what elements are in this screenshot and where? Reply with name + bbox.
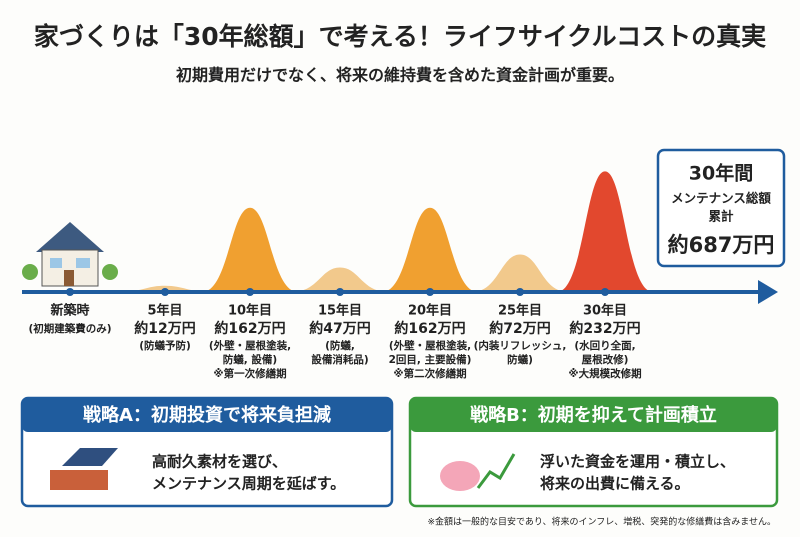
- milestone-year: 15年目: [318, 303, 362, 319]
- milestone-note: 屋根改修): [582, 353, 629, 366]
- total-line: メンテナンス総額: [671, 191, 771, 206]
- cost-peak: [382, 207, 478, 292]
- strategy-title: 戦略A：初期投資で将来負担減: [83, 404, 331, 426]
- strategy-line: 浮いた資金を運用・積立し、: [540, 453, 735, 471]
- title: 家づくりは「30年総額」で考える！ライフサイクルコストの真実: [34, 22, 766, 51]
- cost-peak: [202, 207, 298, 292]
- milestone-cost: 約12万円: [134, 320, 195, 337]
- cost-peak: [292, 267, 388, 292]
- subtitle: 初期費用だけでなく、将来の維持費を含めた資金計画が重要。: [176, 66, 624, 85]
- milestone-note: ※第一次修繕期: [213, 367, 286, 380]
- strategy-line: メンテナンス周期を延ばす。: [152, 475, 345, 493]
- milestone-year: 20年目: [408, 303, 452, 319]
- solar-icon: [62, 448, 118, 466]
- milestone-note: 設備消耗品): [311, 353, 368, 366]
- strategy-header: [410, 398, 777, 432]
- milestone-note: (防蟻予防): [139, 339, 191, 352]
- total-heading: 30年間: [689, 162, 753, 185]
- milestone-cost: 約232万円: [569, 320, 640, 337]
- milestone-year: 新築時: [50, 303, 89, 319]
- strategy-icon: [50, 448, 118, 490]
- milestone-year: 5年目: [147, 303, 182, 319]
- house-icon: [22, 222, 118, 287]
- milestone-year: 25年目: [498, 303, 542, 319]
- strategy-header: [22, 398, 392, 432]
- milestone-note: (外壁・屋根塗装,: [209, 339, 291, 352]
- milestone-note: 2回目, 主要設備): [389, 353, 472, 366]
- milestone-note: (初期建築費のみ): [28, 322, 111, 335]
- milestone-cost: 約47万円: [309, 320, 370, 337]
- milestone-note: (防蟻,: [325, 339, 355, 352]
- milestone-cost: 約72万円: [489, 320, 550, 337]
- strategy-line: 高耐久素材を選び、: [152, 453, 287, 471]
- footnote: ※金額は一般的な目安であり、将来のインフレ、増税、突発的な修繕費は含みません。: [427, 516, 776, 528]
- strategy-icon: [440, 453, 516, 491]
- milestone-note: 防蟻): [507, 353, 533, 366]
- milestone-cost: 約162万円: [394, 320, 465, 337]
- timeline-dot: [246, 288, 254, 296]
- cost-peak: [557, 171, 653, 292]
- timeline-dot: [426, 288, 434, 296]
- total-line: 累計: [708, 209, 734, 224]
- cost-peak: [472, 254, 568, 292]
- milestone-note: ※大規模改修期: [568, 367, 641, 380]
- piggy-icon: [440, 461, 480, 491]
- total-box: [656, 148, 786, 268]
- timeline-dot: [601, 288, 609, 296]
- milestone-year: 10年目: [228, 303, 272, 319]
- milestone-note: (外壁・屋根塗装,: [389, 339, 471, 352]
- growth-icon: [476, 453, 516, 489]
- milestone-note: 防蟻, 設備): [223, 353, 277, 366]
- strategy-line: 将来の出費に備える。: [540, 475, 690, 493]
- timeline-arrowhead: [758, 280, 778, 304]
- strategy-title: 戦略B：初期を抑えて計画積立: [470, 404, 717, 426]
- milestone-cost: 約162万円: [214, 320, 285, 337]
- brick-icon: [50, 470, 108, 490]
- milestone-note: ※第二次修繕期: [393, 367, 466, 380]
- total-amount: 約687万円: [668, 233, 775, 257]
- timeline-dot: [516, 288, 524, 296]
- timeline-dot: [336, 288, 344, 296]
- milestone-year: 30年目: [583, 303, 627, 319]
- milestone-note: (水回り全面,: [574, 339, 635, 352]
- timeline-dot: [66, 288, 74, 296]
- timeline-dot: [161, 288, 169, 296]
- milestone-note: (内装リフレッシュ,: [474, 339, 567, 352]
